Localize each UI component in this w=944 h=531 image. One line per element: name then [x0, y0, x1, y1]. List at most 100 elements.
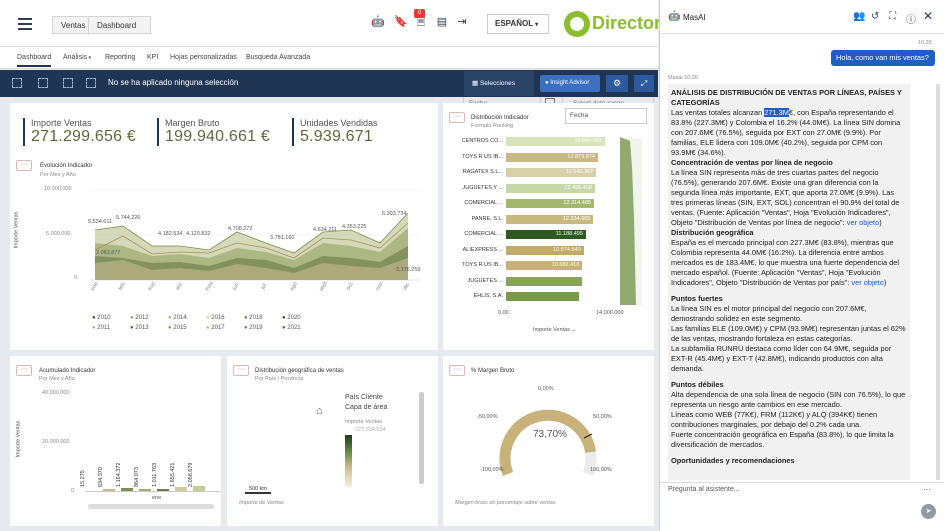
margen-gauge[interactable] — [488, 394, 608, 484]
history-icon[interactable]: ↺ — [871, 11, 880, 22]
logout-icon[interactable]: ⇥ — [457, 16, 467, 28]
selection-status: No se ha aplicado ninguna selección — [108, 78, 239, 87]
gauge-tick-100: 100,00% — [590, 467, 612, 473]
ranking-bar[interactable] — [506, 276, 582, 286]
evolucion-menu-button[interactable]: ··· — [16, 160, 32, 171]
sender-name: Masai — [668, 75, 683, 81]
legend-item: ● 2010 — [92, 315, 111, 321]
chat-scrollbar[interactable] — [936, 84, 940, 480]
robot-icon[interactable]: 🤖 — [371, 16, 385, 28]
acumulado-bar[interactable] — [193, 486, 205, 491]
home-icon[interactable]: ⌂ — [316, 405, 323, 417]
ranking-bar[interactable]: 10.682.413 — [506, 261, 583, 270]
chat-title: MasAI — [683, 13, 706, 22]
ranking-bar[interactable]: 12.873.874 — [506, 152, 598, 162]
ver-objeto-link[interactable]: ver objeto — [846, 218, 880, 227]
expand-icon[interactable]: ⤢ — [634, 75, 654, 92]
ranking-bar[interactable]: 12.455.458 — [506, 183, 595, 193]
notifications-icon[interactable]: 🗎 — [416, 16, 426, 28]
evo-label-0: 5.534.611 — [88, 219, 113, 225]
smart-search-icon[interactable] — [12, 78, 22, 88]
geo-scale-bar: 500 km — [245, 486, 271, 494]
acumulado-bar[interactable] — [157, 488, 169, 491]
acumulado-bar-chart[interactable]: 15.275 634.370 1.164.372 864.073 1.011.763 1.… — [80, 396, 220, 492]
info-icon[interactable]: ⓘ — [906, 15, 916, 26]
back-selection-icon[interactable] — [63, 78, 73, 88]
evolution-legend[interactable]: ● 2010 ● 2012 ● 2014 ● 2016 ● 2018 ● 202… — [92, 315, 332, 331]
lasso-select-icon[interactable] — [38, 78, 48, 88]
tab-analisis[interactable]: Análisis ▾ — [63, 47, 91, 69]
send-icon[interactable]: ➤ — [921, 504, 936, 519]
hamburger-menu-icon[interactable] — [18, 18, 32, 30]
chat-paragraph: Líneas como WEB (77K€), FRM (112K€) y AL… — [671, 410, 878, 429]
ranking-bar[interactable]: 12.640.367 — [506, 168, 597, 177]
language-select[interactable]: ESPAÑOL ▾ — [487, 14, 549, 34]
legend-item: ● 2014 — [168, 315, 187, 321]
tab-kpi[interactable]: KPI — [147, 54, 159, 61]
tab-dashboard[interactable]: Dashboard — [17, 47, 52, 67]
chat-input[interactable]: Pregunta al asistente... ⋯ ➤ — [660, 482, 944, 531]
acumulado-bar[interactable] — [175, 487, 187, 491]
kpi-importe[interactable]: Importe Ventas 271.299.656 € — [23, 118, 136, 146]
acumulado-menu-button[interactable]: ··· — [16, 365, 32, 376]
ranking-bar[interactable]: 11.188.495 — [506, 230, 586, 239]
distribucion-fecha-filter[interactable]: Fecha — [565, 108, 647, 124]
ver-objeto-link[interactable]: ver objeto — [851, 278, 884, 287]
ranking-scroll-preview[interactable] — [620, 137, 642, 307]
insight-advisor-button[interactable]: ● Insight Advisor — [540, 75, 600, 92]
ranking-bar-chart[interactable]: CENTROS CO... 13.840.992 TOYS R US IB... 12… — [449, 137, 649, 307]
breadcrumb-dashboard[interactable]: Dashboard — [88, 16, 152, 34]
month-tick: feb. — [117, 280, 128, 292]
section-heading: Puntos débiles — [671, 380, 724, 389]
legend-item: ● 2015 — [168, 325, 187, 331]
evolution-area-chart[interactable] — [90, 188, 420, 283]
acumulado-bar-label: 1.655.421 — [170, 462, 176, 487]
geo-title: Distribución geográfica de ventas — [255, 368, 344, 374]
clear-selection-icon[interactable] — [86, 78, 96, 88]
acumulado-bar[interactable] — [139, 488, 151, 491]
tab-hojas[interactable]: Hojas personalizadas — [170, 54, 237, 61]
kpi-margen[interactable]: Margen Bruto 199.940.661 € — [157, 118, 270, 146]
tab-busqueda[interactable]: Busqueda Avanzada — [246, 54, 311, 61]
geo-menu-button[interactable]: ··· — [233, 365, 249, 376]
evolucion-ylabel: Importe Ventas — [13, 211, 20, 249]
kpi-unidades[interactable]: Unidades Vendidas 5.939.671 — [292, 118, 378, 146]
more-icon[interactable]: ⋯ — [923, 485, 931, 494]
fullscreen-icon[interactable]: ⛶ — [889, 11, 896, 22]
ranking-category-label: RAGATEX S.L... — [462, 169, 503, 175]
kpi-importe-label: Importe Ventas — [31, 118, 92, 128]
legend-item: ● 2016 — [206, 315, 225, 321]
ranking-bar[interactable] — [506, 292, 579, 301]
geo-map-scrollbar[interactable] — [419, 392, 424, 484]
acumulado-bar[interactable] — [121, 488, 133, 491]
chat-time-user: 10:25 — [918, 40, 932, 46]
ranking-bar[interactable]: 10.874.540 — [506, 245, 584, 255]
geo-legend-max: 227.334.534 — [355, 427, 386, 433]
selecciones-button[interactable]: ▦ Selecciones — [464, 71, 534, 96]
distribucion-panel: ··· Distribución Indicador Formato Ranki… — [443, 103, 654, 350]
ranking-bar[interactable]: 12.314.485 — [506, 199, 594, 208]
assistant-message: ANÁLISIS DE DISTRIBUCIÓN DE VENTAS POR L… — [668, 84, 910, 480]
margen-menu-button[interactable]: ··· — [449, 365, 465, 376]
acumulado-bar[interactable] — [103, 489, 115, 491]
users-icon[interactable]: 👥 — [853, 11, 866, 22]
sender-time: 10:26 — [684, 75, 698, 81]
close-icon[interactable]: ✕ — [923, 9, 934, 23]
distribucion-xlabel[interactable]: Importe Ventas ⌄ — [533, 327, 576, 333]
bookmark-icon[interactable]: 🔖 — [394, 16, 408, 28]
month-tick: abr. — [174, 280, 185, 292]
document-icon[interactable]: ▤ — [436, 16, 448, 28]
ranking-bar[interactable]: 12.234.665 — [506, 214, 594, 224]
settings-icon[interactable]: ⚙ — [606, 75, 628, 92]
legend-item: ● 2013 — [130, 325, 149, 331]
kpi-margen-value: 199.940.661 € — [165, 128, 270, 145]
distribucion-menu-button[interactable]: ··· — [449, 112, 465, 123]
tab-reporting[interactable]: Reporting — [105, 54, 136, 61]
evo-label-1: 5.744.226 — [116, 215, 141, 221]
ranking-bar[interactable]: 13.840.992 — [506, 137, 605, 146]
acumulado-subtitle: Por Mes y Año — [39, 376, 75, 382]
legend-item: ● 2020 — [282, 315, 301, 321]
distribucion-subtitle: Formato Ranking — [471, 123, 514, 129]
acumulado-scrollbar[interactable] — [88, 504, 214, 509]
acumulado-ylabel: Importe Ventas — [15, 420, 22, 458]
